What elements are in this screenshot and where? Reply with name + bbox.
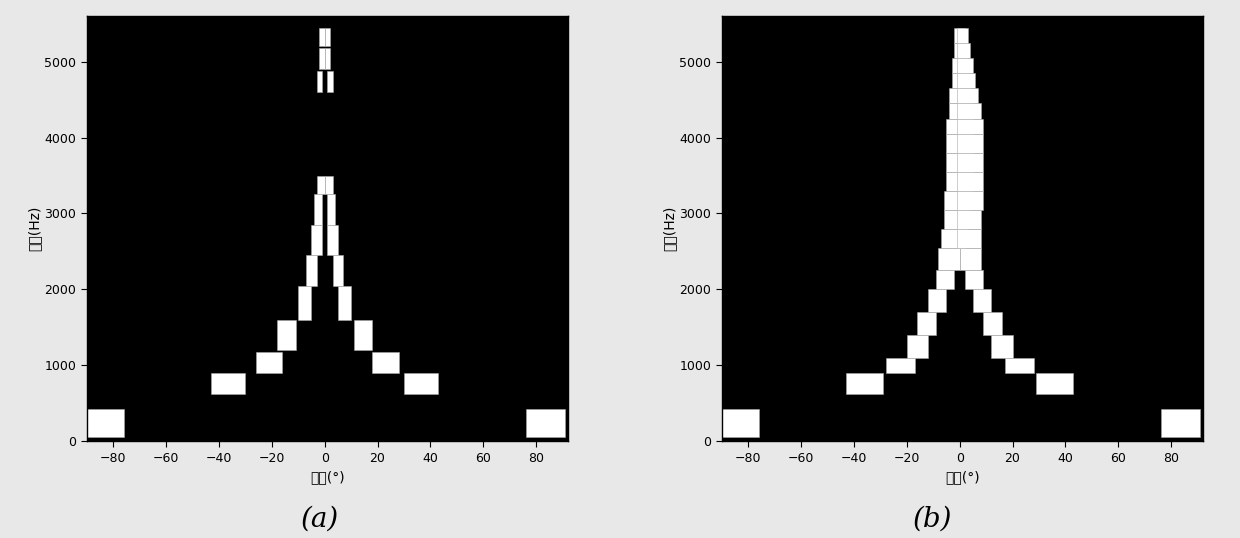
- Bar: [949, 88, 970, 103]
- Bar: [946, 172, 973, 190]
- Bar: [316, 71, 322, 92]
- Bar: [719, 408, 759, 437]
- Bar: [957, 103, 981, 118]
- Bar: [885, 358, 915, 373]
- Bar: [952, 58, 967, 73]
- Bar: [255, 352, 283, 373]
- Bar: [906, 335, 928, 358]
- Bar: [957, 43, 970, 58]
- Bar: [957, 153, 983, 172]
- Bar: [952, 73, 970, 88]
- Bar: [332, 255, 343, 286]
- Bar: [928, 289, 946, 312]
- Bar: [946, 118, 973, 134]
- Bar: [277, 320, 295, 350]
- Bar: [957, 27, 967, 43]
- Bar: [325, 48, 330, 69]
- Y-axis label: 频率(Hz): 频率(Hz): [27, 206, 42, 251]
- Bar: [946, 134, 973, 153]
- Bar: [957, 88, 978, 103]
- Bar: [944, 190, 970, 210]
- Bar: [327, 225, 337, 255]
- Bar: [949, 103, 973, 118]
- Bar: [957, 134, 983, 153]
- Bar: [316, 175, 325, 195]
- Bar: [846, 373, 883, 394]
- Bar: [960, 247, 981, 271]
- Bar: [957, 190, 983, 210]
- Bar: [918, 312, 936, 335]
- Bar: [306, 255, 316, 286]
- Bar: [983, 312, 1002, 335]
- Bar: [320, 27, 325, 46]
- Bar: [957, 229, 981, 247]
- Bar: [946, 153, 973, 172]
- Text: (a): (a): [301, 506, 339, 533]
- Bar: [965, 271, 983, 289]
- Bar: [973, 289, 991, 312]
- Bar: [325, 175, 332, 195]
- Bar: [1037, 373, 1074, 394]
- Bar: [404, 373, 438, 394]
- Bar: [955, 43, 967, 58]
- Bar: [325, 27, 330, 46]
- Bar: [1004, 358, 1034, 373]
- Bar: [353, 320, 372, 350]
- Bar: [957, 58, 973, 73]
- Text: (b): (b): [913, 506, 952, 533]
- Bar: [1161, 408, 1200, 437]
- X-axis label: 角度(°): 角度(°): [310, 470, 345, 484]
- Bar: [327, 71, 332, 92]
- Bar: [955, 27, 965, 43]
- Bar: [314, 195, 322, 225]
- Bar: [944, 210, 967, 229]
- X-axis label: 角度(°): 角度(°): [945, 470, 980, 484]
- Bar: [337, 286, 351, 320]
- Bar: [299, 286, 311, 320]
- Bar: [84, 408, 124, 437]
- Bar: [311, 225, 322, 255]
- Bar: [991, 335, 1013, 358]
- Bar: [211, 373, 246, 394]
- Bar: [957, 210, 981, 229]
- Bar: [939, 247, 960, 271]
- Bar: [320, 48, 325, 69]
- Bar: [936, 271, 955, 289]
- Bar: [372, 352, 399, 373]
- Bar: [526, 408, 565, 437]
- Bar: [941, 229, 965, 247]
- Y-axis label: 频率(Hz): 频率(Hz): [662, 206, 677, 251]
- Bar: [957, 73, 976, 88]
- Bar: [957, 172, 983, 190]
- Bar: [957, 118, 983, 134]
- Bar: [327, 195, 335, 225]
